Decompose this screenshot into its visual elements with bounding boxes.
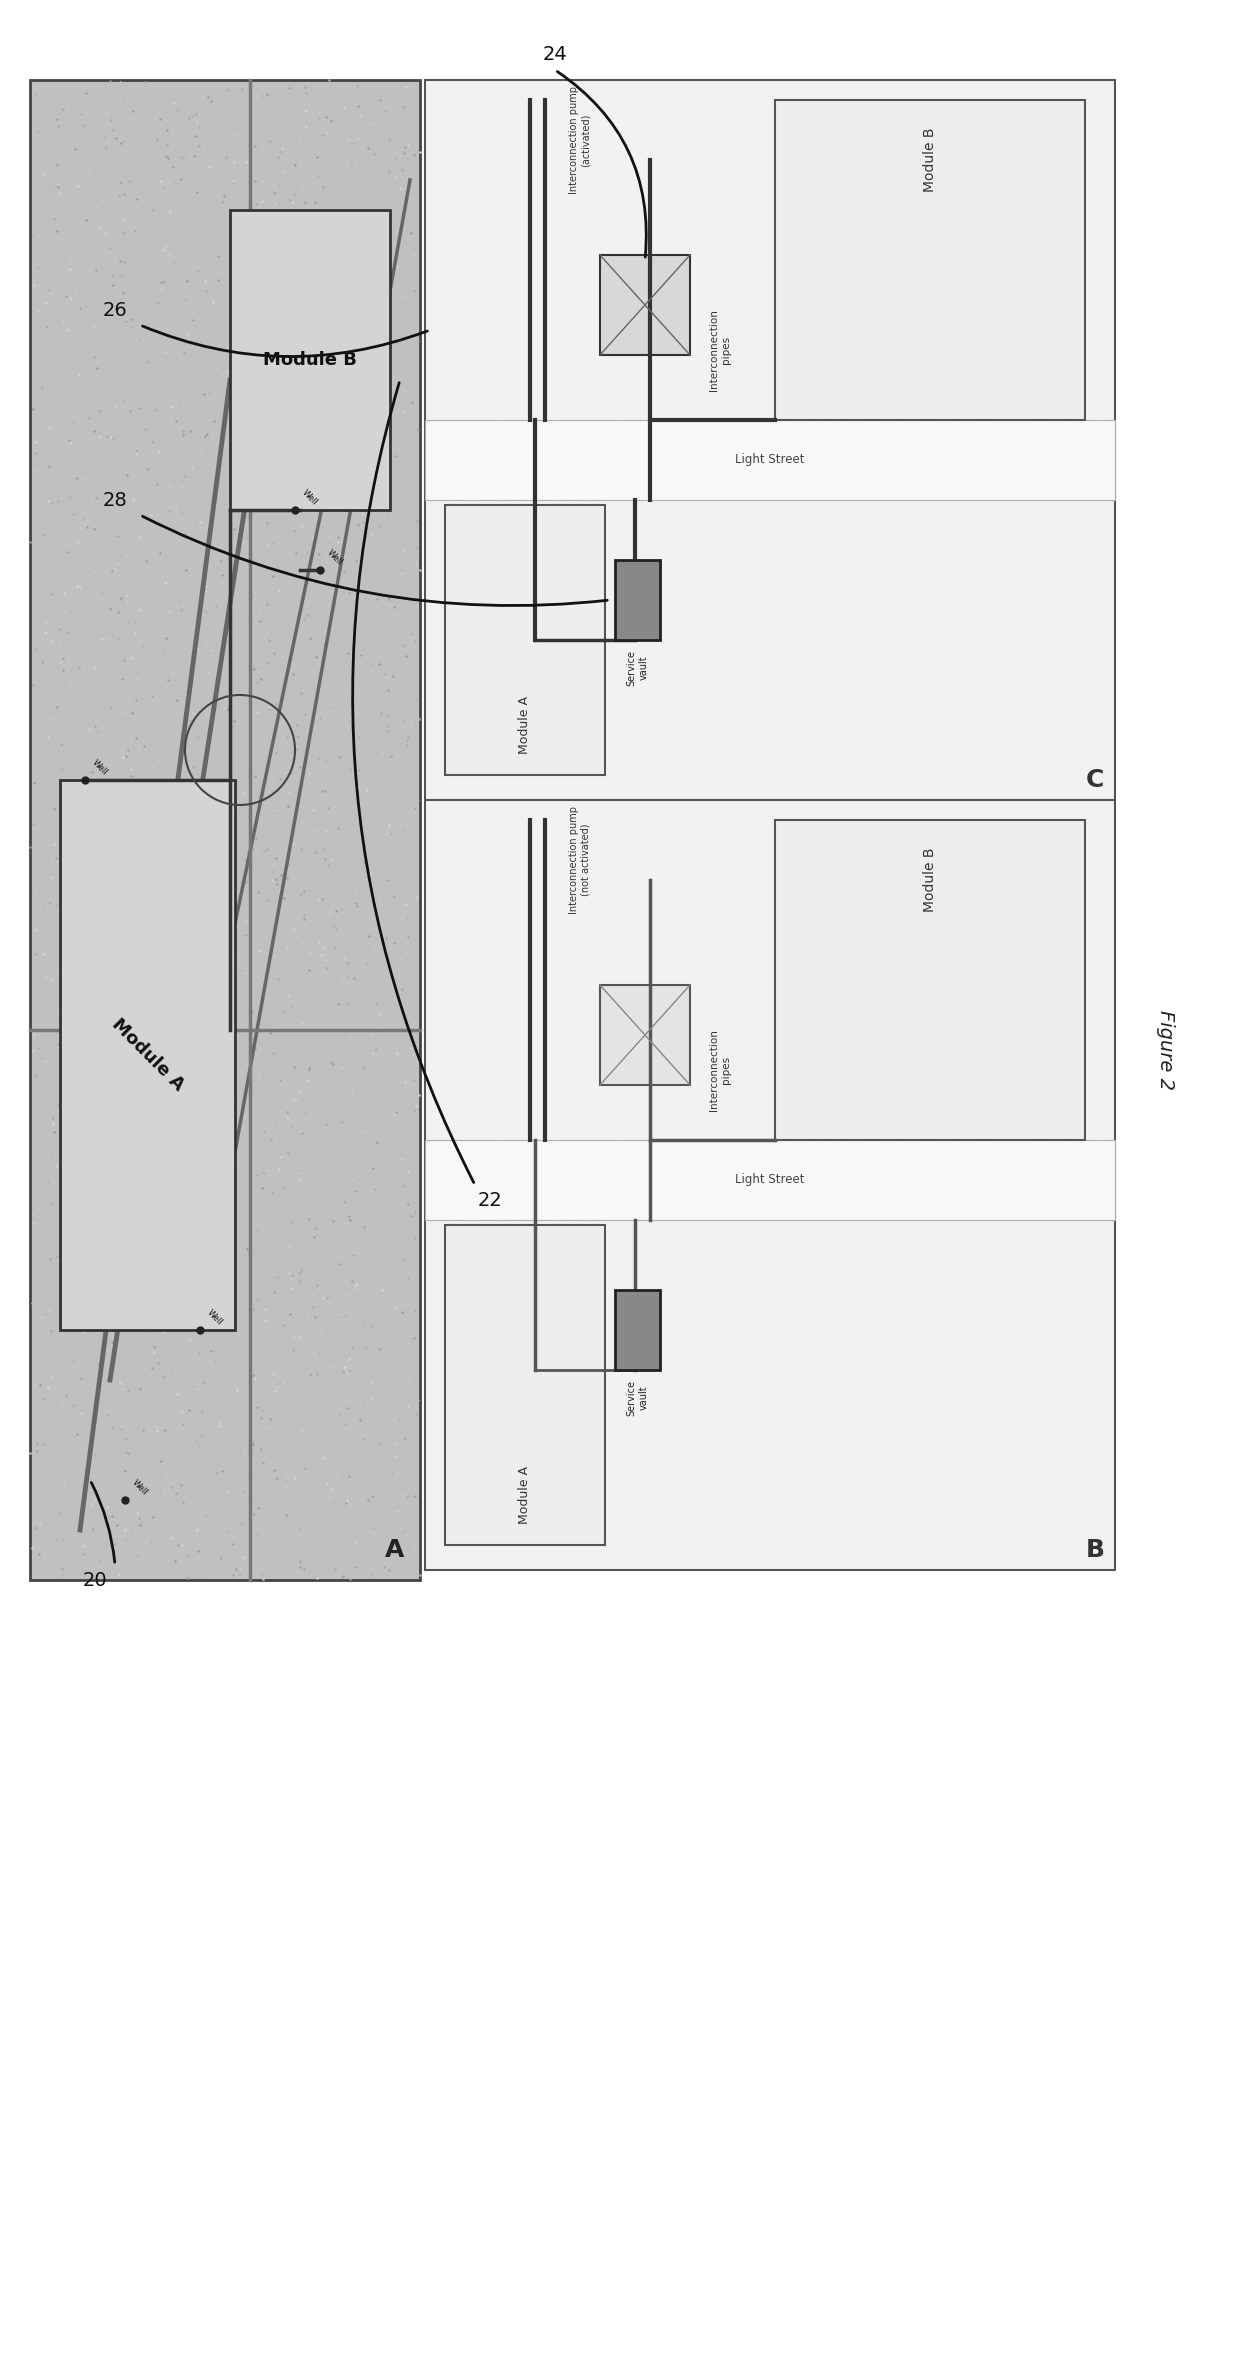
Text: Module B: Module B [923,127,937,193]
Text: Service
vault: Service vault [626,651,649,686]
Text: 20: 20 [83,1570,108,1589]
Bar [775,821,1085,1139]
Text: Module A: Module A [108,1016,187,1094]
Text: Module A: Module A [518,1467,532,1523]
Bar [425,799,1115,1570]
Text: Module B: Module B [263,351,357,368]
Bar [600,255,689,356]
Text: Interconnection
pipes: Interconnection pipes [709,1028,730,1111]
Bar [425,1139,1115,1219]
Text: Light Street: Light Street [735,1174,805,1186]
Text: Module B: Module B [923,849,937,913]
Text: Figure 2: Figure 2 [1156,1009,1174,1089]
Text: C: C [1086,769,1104,792]
Text: 26: 26 [103,299,128,318]
Text: Well: Well [205,1309,224,1328]
Text: 28: 28 [103,490,128,509]
Bar [30,80,420,1580]
Bar [775,99,1085,420]
Bar [615,1290,660,1370]
Bar [425,420,1115,500]
Bar [600,986,689,1085]
Bar [445,505,605,776]
Text: Well: Well [91,757,109,778]
Text: Well: Well [130,1478,149,1497]
Text: Module A: Module A [518,696,532,755]
Text: B: B [1085,1537,1105,1561]
Text: Interconnection pump
(activated): Interconnection pump (activated) [569,85,590,193]
Text: Interconnection
pipes: Interconnection pipes [709,309,730,391]
Bar [445,1226,605,1544]
Text: Well: Well [300,488,319,507]
Text: Well: Well [325,547,343,566]
Text: Light Street: Light Street [735,453,805,467]
Text: Interconnection pump
(not activated): Interconnection pump (not activated) [569,806,590,915]
Bar [229,210,391,509]
Bar [425,80,1115,799]
Text: 22: 22 [477,1191,502,1210]
Text: Service
vault: Service vault [626,1379,649,1417]
Bar [615,559,660,639]
Text: 24: 24 [543,45,568,64]
Text: A: A [386,1537,404,1561]
Bar [60,780,236,1330]
